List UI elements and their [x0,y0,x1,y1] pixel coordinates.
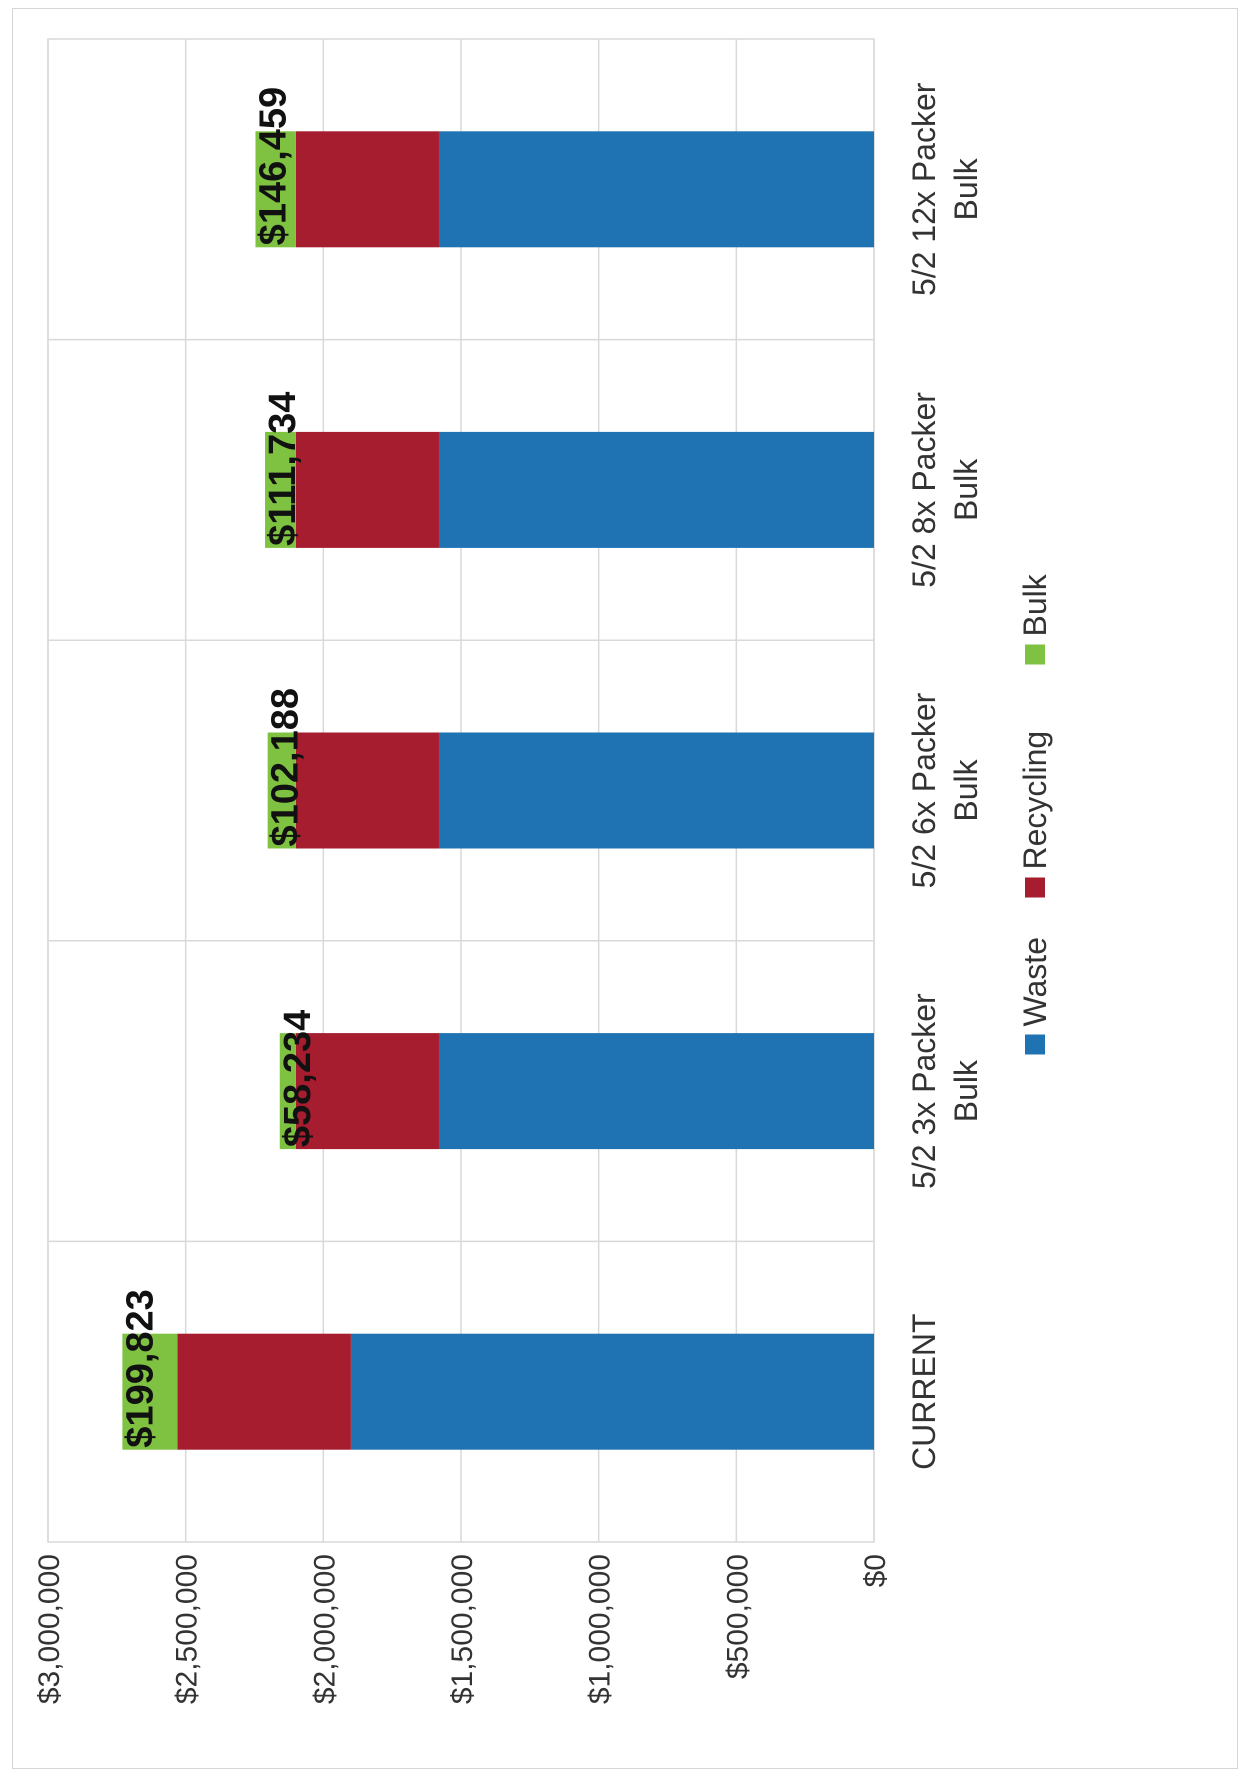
legend-label-waste: Waste [1017,937,1053,1027]
legend-swatch-recycling [1025,877,1045,898]
legend: Waste Recycling Bulk [1017,573,1053,1055]
bar-recycling-3 [295,431,439,548]
bar-waste-2 [438,732,874,849]
category-label: 5/2 8x Packer [906,392,942,588]
data-labels: $199,823 $58,234 $102,188 $111,734 $146,459 [119,87,318,1448]
bar-bulk-4 [255,131,296,248]
bar-recycling-4 [295,131,439,248]
category-label: 5/2 6x Packer [906,692,942,888]
data-label-0: $199,823 [119,1289,161,1448]
bar-bulk-2 [267,732,296,849]
y-tick-label: $0 [859,1554,892,1587]
y-tick-label: $500,000 [721,1554,754,1679]
legend-swatch-waste [1025,1034,1045,1055]
category-label: CURRENT [906,1313,942,1469]
bar-waste-1 [438,1033,874,1150]
y-tick-label: $1,000,000 [584,1554,617,1704]
bar-bulk-3 [265,431,296,548]
data-label-3: $111,734 [262,392,304,546]
category-label: Bulk [948,758,984,821]
y-tick-label: $2,000,000 [308,1554,341,1704]
data-label-1: $58,234 [277,1010,319,1147]
category-label: Bulk [948,458,984,521]
category-label: Bulk [948,1059,984,1122]
plot-bars [122,131,875,1450]
legend-swatch-bulk [1025,644,1045,665]
bar-bulk-1 [279,1033,296,1150]
y-axis-ticks: $0 $500,000 $1,000,000 $1,500,000 $2,000,000… [33,1554,892,1704]
legend-label-bulk: Bulk [1017,573,1053,636]
bar-recycling-2 [295,732,439,849]
data-label-4: $146,459 [252,87,294,246]
data-label-2: $102,188 [265,688,307,847]
y-tick-label: $2,500,000 [171,1554,204,1704]
bar-recycling-0 [177,1333,351,1450]
category-label: 5/2 12x Packer [906,82,942,296]
bar-recycling-1 [295,1033,439,1150]
category-label: Bulk [948,157,984,220]
bar-waste-0 [350,1333,875,1450]
y-tick-label: $1,500,000 [446,1554,479,1704]
bar-waste-3 [438,431,874,548]
page-border [12,8,1238,1769]
y-tick-label: $3,000,000 [33,1554,66,1704]
bar-waste-4 [438,131,874,248]
category-label: 5/2 3x Packer [906,993,942,1189]
bar-bulk-0 [122,1333,178,1450]
legend-label-recycling: Recycling [1017,731,1053,870]
